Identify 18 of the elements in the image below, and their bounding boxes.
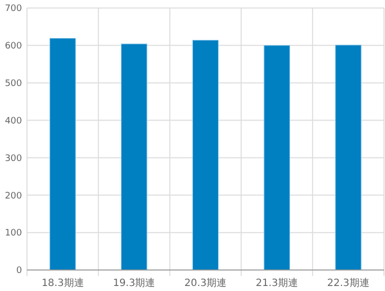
x-tick-label: 19.3期連 [112,277,156,289]
x-tick-label: 20.3期連 [184,277,227,289]
y-tick-label: 100 [4,228,22,239]
bar [120,44,148,270]
y-tick-label: 200 [4,191,22,202]
bar [264,45,290,270]
y-tick-label: 400 [4,116,22,126]
bar [50,38,76,270]
x-tick-label: 22.3期連 [327,277,370,289]
y-tick-label: 300 [4,154,22,164]
bar [335,44,362,270]
y-tick-label: 700 [4,4,22,14]
x-tick-label: 18.3期連 [42,277,84,289]
y-tick-label: 0 [16,266,22,276]
y-tick-label: 600 [4,42,22,52]
bar [192,40,219,270]
x-tick-label: 21.3期連 [256,277,298,289]
y-tick-label: 500 [4,79,22,90]
